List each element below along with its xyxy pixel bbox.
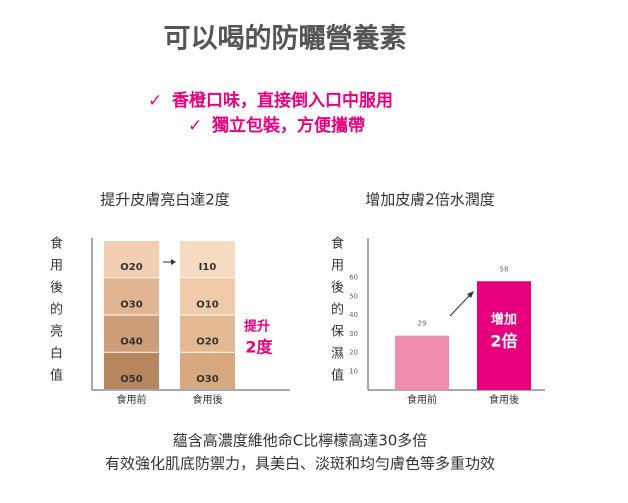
shade-label: O20: [196, 337, 218, 348]
y-axis-label: 食用後的亮白值: [47, 236, 62, 390]
x-tick-label: 食用前: [117, 393, 147, 406]
panel-title: 提升皮膚亮白達2度: [100, 191, 230, 209]
data-label: 58: [500, 265, 509, 273]
shade-swatch: [180, 352, 235, 389]
footer: 蘊含高濃度維他命C比檸檬高達30多倍: [173, 432, 428, 450]
shade-swatch: [180, 315, 235, 352]
bullet: 獨立包裝，方便攜帶: [211, 115, 365, 136]
y-axis-label: 食用後的保濕值: [328, 236, 343, 390]
arrow: [449, 294, 471, 317]
annotation: 增加: [491, 312, 517, 328]
y-tick-label: 50: [349, 292, 358, 300]
shade-swatch: [180, 241, 235, 278]
shade-label: O40: [120, 337, 142, 348]
annotation: 2度: [245, 338, 273, 357]
y-tick-label: 40: [349, 311, 358, 319]
bar: [477, 281, 531, 390]
x-tick-label: 食用後: [489, 393, 519, 406]
shade-swatch: [104, 315, 159, 352]
annotation: 提升: [244, 319, 270, 335]
arrow-head: [171, 259, 176, 265]
chart-title: 增加皮膚2倍水潤度: [365, 191, 495, 209]
check-icon: ✓: [188, 116, 202, 136]
x-tick-label: 食用後: [193, 393, 223, 406]
y-tick-label: 60: [349, 274, 358, 282]
shade-swatch: [104, 278, 159, 315]
footer: 有效強化肌底防禦力，具美白、淡斑和均勻膚色等多重功效: [105, 455, 495, 473]
shade-label: O50: [120, 374, 142, 385]
shade-swatch: [104, 241, 159, 278]
bar: [395, 335, 449, 390]
x-tick-label: 食用前: [407, 393, 437, 406]
y-tick-label: 10: [349, 367, 358, 375]
shade-swatch: [104, 352, 159, 389]
check-icon: ✓: [148, 91, 162, 111]
shade-swatch: [180, 278, 235, 315]
shade-label: I10: [199, 262, 217, 273]
shade-label: O10: [196, 299, 218, 310]
y-tick-label: 30: [349, 330, 358, 338]
y-tick-label: 20: [349, 349, 358, 357]
title: 可以喝的防曬營養素: [164, 23, 407, 55]
data-label: 29: [418, 320, 427, 328]
shade-label: O30: [120, 299, 142, 310]
shade-label: O20: [120, 262, 142, 273]
bullet: 香橙口味，直接倒入口中服用: [172, 90, 393, 111]
shade-label: O30: [196, 374, 218, 385]
annotation: 2倍: [490, 332, 517, 351]
arrow-head: [467, 291, 474, 298]
